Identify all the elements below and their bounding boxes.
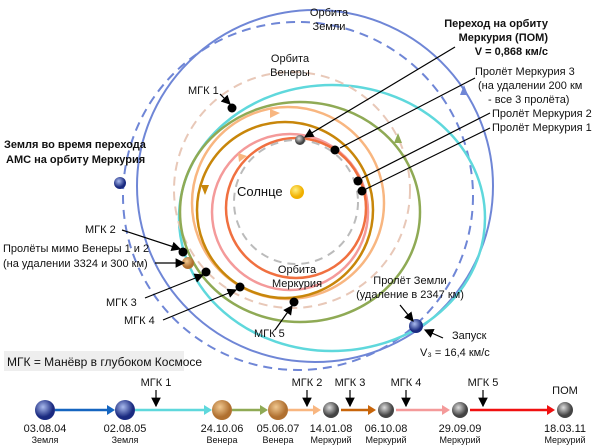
timeline-body: Земля xyxy=(112,435,139,445)
timeline-arrowhead xyxy=(107,405,115,415)
timeline-date: 02.08.05 xyxy=(104,423,147,435)
mercury-orbit xyxy=(233,139,359,265)
moi-dot xyxy=(330,145,340,155)
mercury-icon xyxy=(557,402,573,418)
flyby3-label: - все 3 пролёта) xyxy=(488,94,569,106)
timeline-arrowhead xyxy=(260,405,268,415)
venus-orbit-label: Орбита xyxy=(271,53,310,65)
timeline-final-label: ПОМ xyxy=(552,385,578,397)
mgk1-dot xyxy=(227,103,237,113)
moi-label: Меркурия (ПОМ) xyxy=(459,32,549,44)
flyby1-label: Пролёт Меркурия 1 xyxy=(492,122,592,134)
timeline-maneuver-label: МГК 5 xyxy=(468,377,499,389)
earth-orbit-label: Орбита xyxy=(310,7,349,19)
mercury-icon xyxy=(295,135,305,145)
timeline-maneuver-label: МГК 4 xyxy=(391,377,422,389)
mgk2-label: МГК 2 xyxy=(85,224,116,236)
venus-icon xyxy=(268,400,288,420)
timeline-date: 29.09.09 xyxy=(439,423,482,435)
earth-icon xyxy=(115,400,135,420)
earth-icon xyxy=(409,319,423,333)
earth-flyby-label: (удаление в 2347 км) xyxy=(356,289,464,301)
timeline-date: 18.03.11 xyxy=(544,423,586,435)
earth-flyby-label: Пролёт Земли xyxy=(373,275,446,287)
earth-icon xyxy=(114,177,126,189)
timeline-date: 03.08.04 xyxy=(24,423,67,435)
timeline-body: Меркурий xyxy=(439,435,480,445)
earth-icon xyxy=(35,400,55,420)
mgk3-label: МГК 3 xyxy=(106,297,137,309)
earth-at-moi-label: АМС на орбиту Меркурия xyxy=(6,154,145,166)
timeline-date: 06.10.08 xyxy=(365,423,408,435)
moi-label: V = 0,868 км/с xyxy=(475,46,548,58)
transfer-orbit-darkorange xyxy=(195,120,375,300)
mgk4-dot xyxy=(235,282,245,292)
transfer-orbit-pink xyxy=(210,132,370,292)
timeline: 03.08.04Земля02.08.05Земля24.10.06Венера… xyxy=(24,377,586,445)
timeline-body: Меркурий xyxy=(310,435,351,445)
launch-label: V₃ = 16,4 км/с xyxy=(420,347,490,359)
mercury-icon xyxy=(378,402,394,418)
timeline-date: 14.01.08 xyxy=(310,423,353,435)
direction-arrow xyxy=(201,185,209,195)
mgk5-label: МГК 5 xyxy=(254,328,285,340)
direction-arrow xyxy=(238,153,247,162)
flyby3-label: Пролёт Меркурия 3 xyxy=(475,66,575,78)
mgk1-label: МГК 1 xyxy=(188,85,219,97)
earth-orbit-label: Земли xyxy=(313,21,346,33)
flyby3-label: (на удалении 200 км xyxy=(478,80,582,92)
timeline-maneuver-label: МГК 2 xyxy=(292,377,323,389)
mercury-icon xyxy=(323,402,339,418)
timeline-date: 05.06.07 xyxy=(257,423,300,435)
flyby2-dot xyxy=(353,176,363,186)
direction-arrow xyxy=(460,85,468,95)
earth-orbit-solid xyxy=(136,9,494,363)
sun-label: Солнце xyxy=(237,184,283,199)
timeline-date: 24.10.06 xyxy=(201,423,244,435)
direction-arrow xyxy=(270,109,280,118)
legend-box xyxy=(4,351,184,371)
flyby2-label: Пролёт Меркурия 2 xyxy=(492,108,592,120)
flyby1-dot xyxy=(357,186,367,196)
moi-label: Переход на орбиту xyxy=(444,18,549,30)
timeline-arrowhead xyxy=(204,405,212,415)
timeline-arrowhead xyxy=(442,405,450,415)
timeline-body: Венера xyxy=(263,435,294,445)
venus-orbit-label: Венеры xyxy=(270,67,310,79)
mercury-orbit-label: Меркурия xyxy=(272,278,322,290)
direction-arrow xyxy=(394,133,402,143)
timeline-arrowhead xyxy=(313,405,321,415)
mercury-icon xyxy=(452,402,468,418)
timeline-maneuver-label: МГК 1 xyxy=(141,377,172,389)
sun-icon xyxy=(290,185,304,199)
transfer-orbit-green xyxy=(178,100,422,324)
mercury-orbit-label: Орбита xyxy=(278,264,317,276)
timeline-arrowhead xyxy=(368,405,376,415)
venus-icon xyxy=(212,400,232,420)
venus-flybys-label: Пролёты мимо Венеры 1 и 2 xyxy=(3,243,149,255)
timeline-body: Меркурий xyxy=(544,435,585,445)
timeline-maneuver-label: МГК 3 xyxy=(335,377,366,389)
venus-flybys-label: (на удалении 3324 и 300 км) xyxy=(3,258,148,270)
mgk5-dot xyxy=(289,297,299,307)
earth-at-moi-label: Земля во время перехода xyxy=(4,139,147,151)
timeline-body: Земля xyxy=(32,435,59,445)
earth-orbit-dashed xyxy=(122,21,474,371)
timeline-arrowhead xyxy=(547,405,555,415)
mgk4-label: МГК 4 xyxy=(124,315,155,327)
launch-label: Запуск xyxy=(452,330,487,342)
leader-lines xyxy=(121,46,491,339)
legend-text: МГК = Манёвр в глубоком Космосе xyxy=(7,355,202,369)
timeline-body: Меркурий xyxy=(365,435,406,445)
transfer-orbit-red xyxy=(224,136,368,280)
timeline-body: Венера xyxy=(207,435,238,445)
